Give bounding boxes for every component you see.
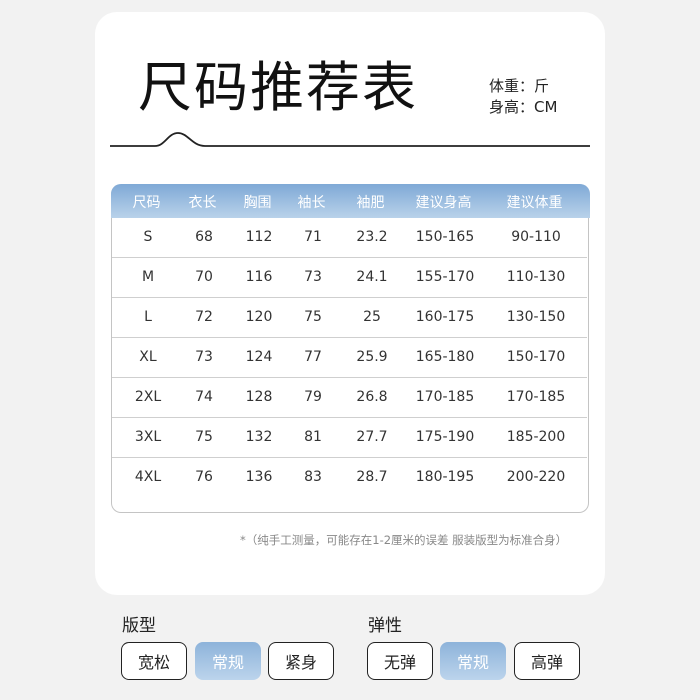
table-cell: 110-130 <box>506 269 566 285</box>
table-cell: S <box>143 229 153 245</box>
table-cell: L <box>144 309 152 325</box>
table-cell: 73 <box>304 269 322 285</box>
table-cell: 25 <box>363 309 381 325</box>
table-cell: 3XL <box>134 429 162 445</box>
table-row: M 70 116 73 24.1 155-170 110-130 <box>112 258 587 298</box>
fit-option-button[interactable]: 宽松 <box>121 642 187 680</box>
measurement-note: *（纯手工测量，可能存在1-2厘米的误差 服装版型为标准合身） <box>240 533 568 547</box>
size-chart-card <box>95 12 605 595</box>
column-header: 尺码 <box>132 195 161 211</box>
table-cell: 23.2 <box>356 229 388 245</box>
column-header: 袖肥 <box>356 195 385 211</box>
table-cell: 24.1 <box>356 269 388 285</box>
table-cell: 90-110 <box>511 229 561 245</box>
table-cell: 81 <box>304 429 322 445</box>
table-cell: 26.8 <box>356 389 388 405</box>
table-row: L 72 120 75 25 160-175 130-150 <box>112 298 587 338</box>
table-row: 3XL 75 132 81 27.7 175-190 185-200 <box>112 418 587 458</box>
column-header: 衣长 <box>188 195 217 211</box>
table-row: S 68 112 71 23.2 150-165 90-110 <box>112 218 587 258</box>
table-cell: 136 <box>245 469 273 485</box>
table-cell: 27.7 <box>356 429 388 445</box>
table-cell: 150-165 <box>415 229 475 245</box>
table-cell: 83 <box>304 469 322 485</box>
table-cell: 68 <box>195 229 213 245</box>
table-cell: 2XL <box>134 389 162 405</box>
table-cell: 150-170 <box>506 349 566 365</box>
page-title: 尺码推荐表 <box>138 56 418 119</box>
table-cell: 170-185 <box>506 389 566 405</box>
table-row: 4XL 76 136 83 28.7 180-195 200-220 <box>112 458 587 498</box>
table-cell: 77 <box>304 349 322 365</box>
elasticity-option-button[interactable]: 高弹 <box>514 642 580 680</box>
elasticity-option-button[interactable]: 常规 <box>440 642 506 680</box>
table-cell: 185-200 <box>506 429 566 445</box>
table-cell: 75 <box>195 429 213 445</box>
table-cell: 128 <box>245 389 273 405</box>
table-cell: 170-185 <box>415 389 475 405</box>
table-cell: 70 <box>195 269 213 285</box>
table-cell: 130-150 <box>506 309 566 325</box>
table-row: XL 73 124 77 25.9 165-180 150-170 <box>112 338 587 378</box>
units-legend: 体重：斤 身高：CM <box>489 76 557 118</box>
table-cell: 75 <box>304 309 322 325</box>
table-cell: 25.9 <box>356 349 388 365</box>
table-row: 2XL 74 128 79 26.8 170-185 170-185 <box>112 378 587 418</box>
table-cell: 76 <box>195 469 213 485</box>
table-cell: 79 <box>304 389 322 405</box>
table-cell: 116 <box>245 269 273 285</box>
column-header: 袖长 <box>297 195 326 211</box>
table-cell: 165-180 <box>415 349 475 365</box>
table-cell: 200-220 <box>506 469 566 485</box>
table-cell: XL <box>139 349 157 365</box>
table-cell: 120 <box>245 309 273 325</box>
column-header: 建议体重 <box>506 195 563 211</box>
table-cell: 180-195 <box>415 469 475 485</box>
table-cell: 72 <box>195 309 213 325</box>
wave-divider <box>110 132 590 147</box>
table-cell: 124 <box>245 349 273 365</box>
table-cell: 155-170 <box>415 269 475 285</box>
table-cell: 4XL <box>134 469 162 485</box>
elasticity-label: 弹性 <box>368 616 402 636</box>
elasticity-option-button[interactable]: 无弹 <box>367 642 433 680</box>
table-cell: 73 <box>195 349 213 365</box>
table-header: 尺码 衣长 胸围 袖长 袖肥 建议身高 建议体重 <box>110 184 590 218</box>
table-cell: 175-190 <box>415 429 475 445</box>
table-cell: 28.7 <box>356 469 388 485</box>
size-table: 尺码 衣长 胸围 袖长 袖肥 建议身高 建议体重 S 68 112 71 23.2 150-165 90… <box>110 184 590 513</box>
column-header: 胸围 <box>243 195 272 211</box>
table-cell: 160-175 <box>415 309 475 325</box>
weight-unit: 体重：斤 <box>489 77 550 95</box>
column-header: 建议身高 <box>415 195 472 211</box>
table-cell: 74 <box>195 389 213 405</box>
table-cell: M <box>141 269 155 285</box>
fit-option-button[interactable]: 常规 <box>195 642 261 680</box>
table-cell: 71 <box>304 229 322 245</box>
table-cell: 132 <box>245 429 273 445</box>
fit-option-button[interactable]: 紧身 <box>268 642 334 680</box>
height-unit: 身高：CM <box>489 98 558 116</box>
table-cell: 112 <box>245 229 273 245</box>
fit-label: 版型 <box>122 616 156 636</box>
